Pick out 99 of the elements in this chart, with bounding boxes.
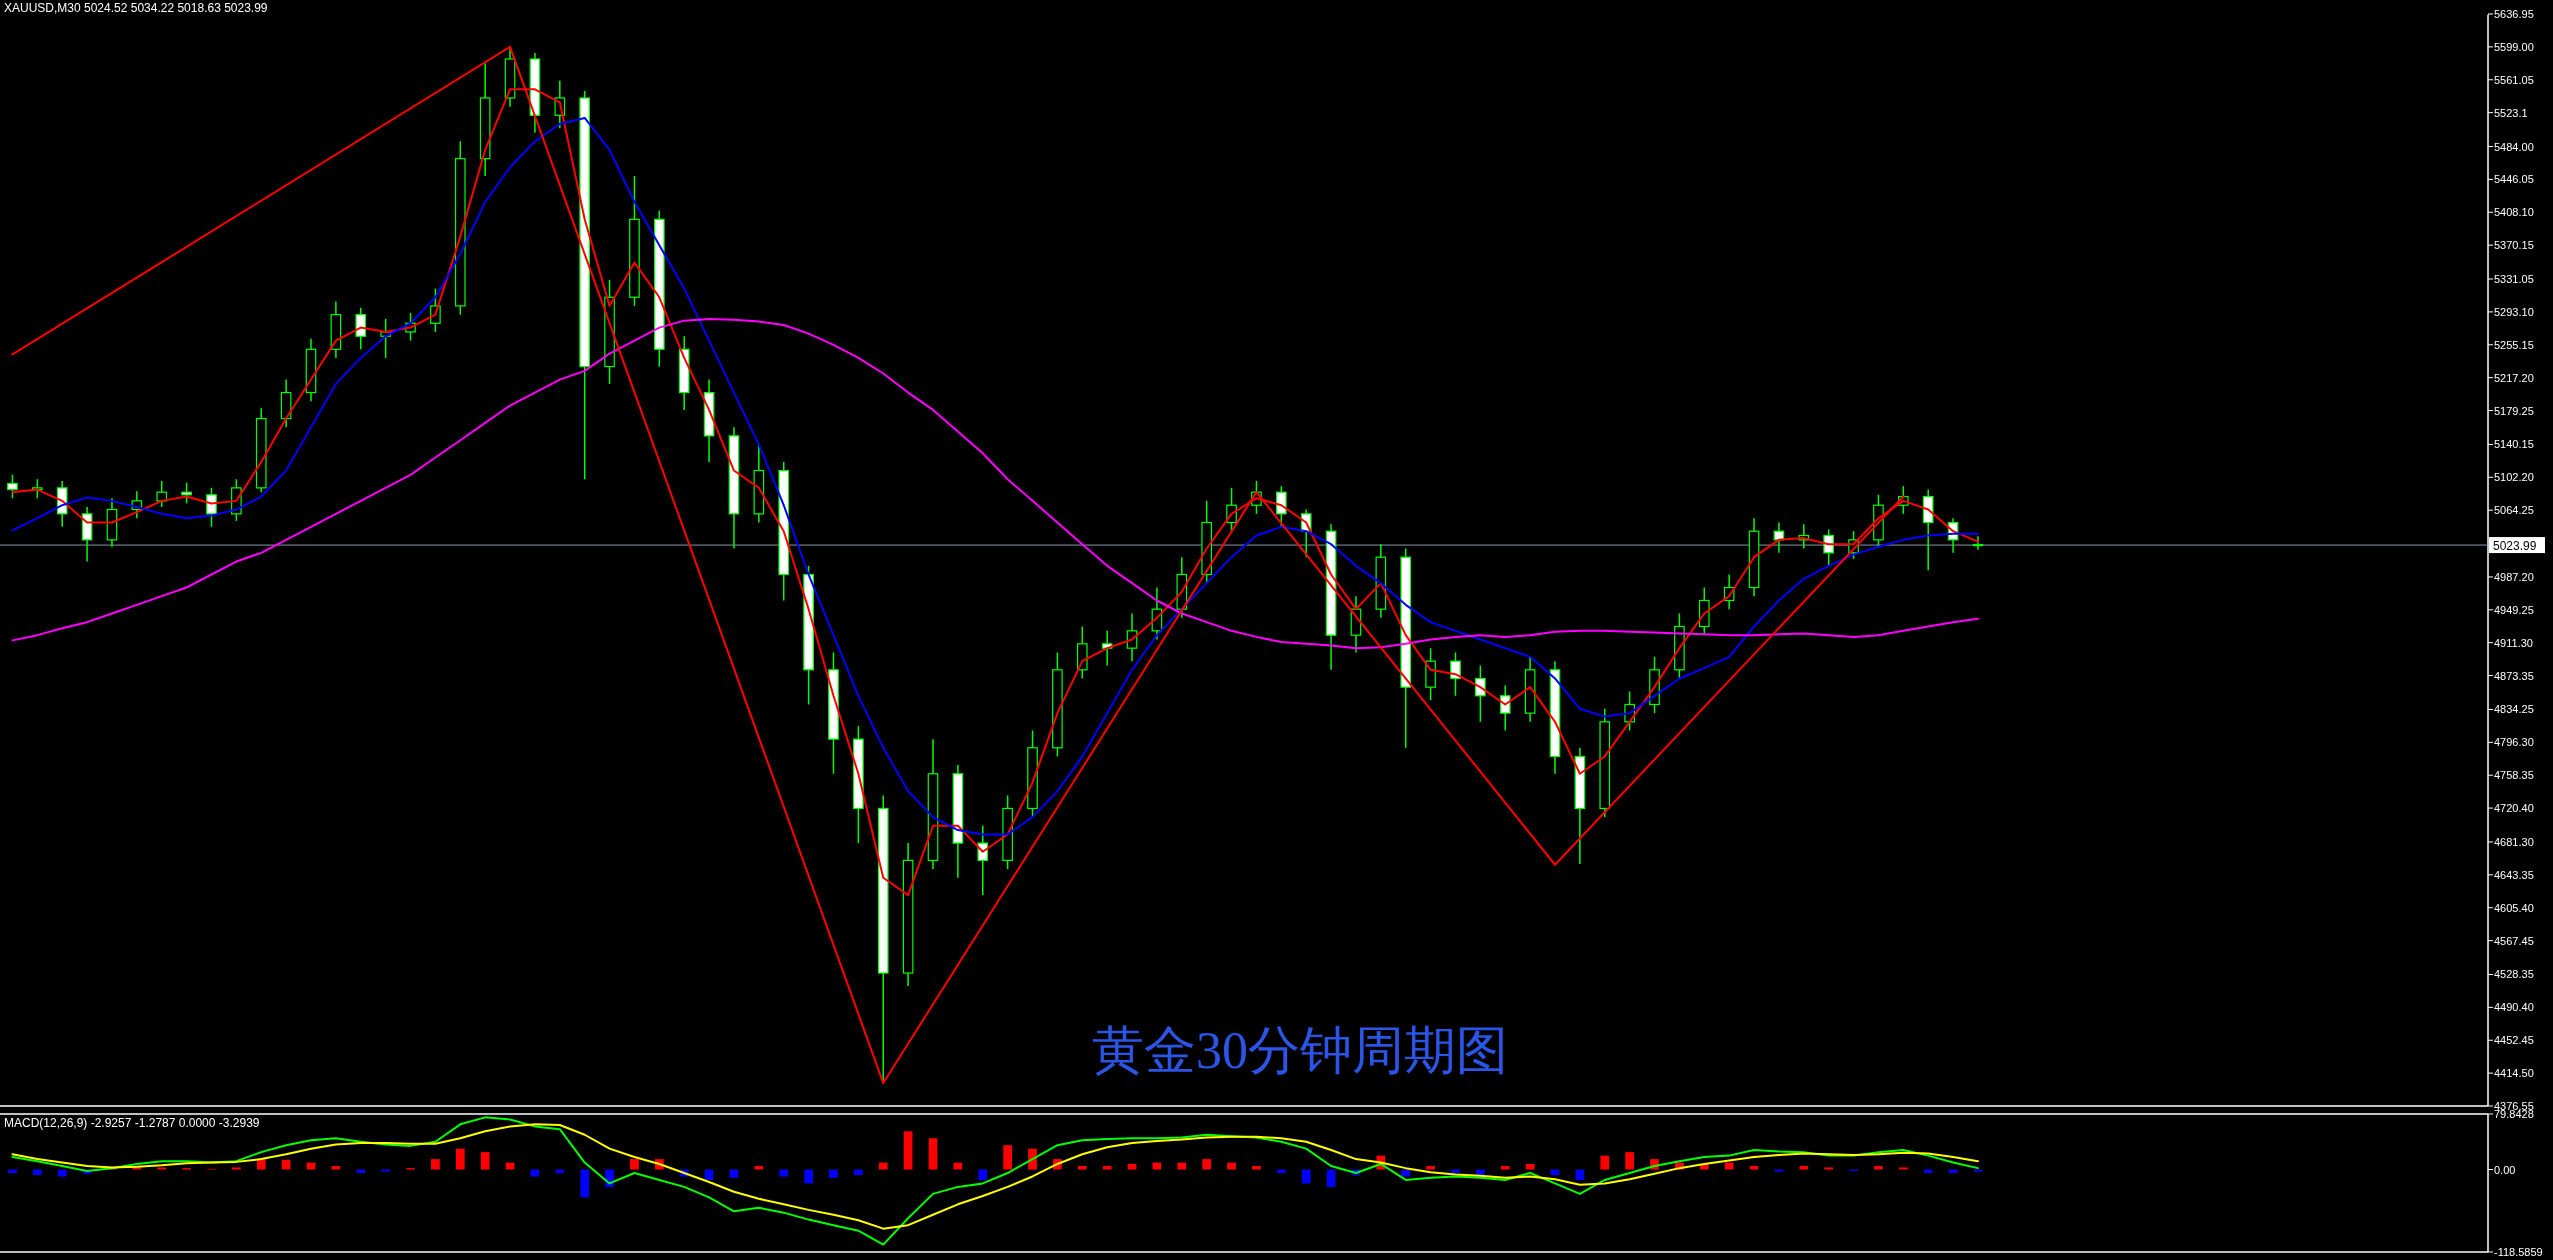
y-tick-label: 5408.10 (2494, 206, 2534, 219)
y-tick-label: 5636.95 (2494, 8, 2534, 20)
bar (1102, 1166, 1112, 1170)
candlestick (355, 306, 367, 350)
bar (331, 1166, 341, 1170)
bar (281, 1159, 291, 1170)
candlestick (156, 480, 168, 508)
y-tick-label: 4758.35 (2494, 769, 2534, 782)
y-tick-label: 4643.35 (2494, 868, 2534, 881)
y-tick-label: -118.5859 (2494, 1246, 2543, 1258)
bar (1252, 1166, 1261, 1170)
bar (1276, 1169, 1286, 1174)
y-tick-label: 0.00 (2494, 1163, 2516, 1176)
bar (1824, 1167, 1834, 1170)
ref-line-label: 5023.99 (2493, 539, 2537, 554)
chart-title: XAUUSD,M30 5024.52 5034.22 5018.63 5023.99 (4, 1, 268, 15)
y-tick-label: 4873.35 (2494, 669, 2534, 682)
y-tick-label: 4567.45 (2494, 934, 2534, 947)
bar (754, 1166, 764, 1170)
y-tick-label: 4452.45 (2494, 1034, 2534, 1047)
y-tick-label: 5179.25 (2494, 404, 2534, 417)
candlestick (7, 474, 18, 500)
bar (804, 1169, 813, 1184)
y-tick-label: 5331.05 (2494, 273, 2534, 286)
bar (1451, 1169, 1460, 1174)
bar (1923, 1169, 1933, 1174)
chart-title: MACD(12,26,9) -2.9257 -1.2787 0.0000 -3.2939 (4, 1116, 260, 1130)
bar (256, 1159, 266, 1170)
bar (1177, 1162, 1187, 1170)
y-tick-label: 5523.1 (2494, 106, 2528, 119)
bar (505, 1162, 515, 1170)
y-tick-label: 5370.15 (2494, 239, 2534, 252)
bar (431, 1159, 440, 1170)
y-tick-label: 5446.05 (2494, 173, 2534, 186)
bar (8, 1169, 17, 1174)
bar (878, 1162, 888, 1170)
bar (978, 1169, 988, 1180)
bar (381, 1169, 390, 1172)
bar (1874, 1166, 1883, 1170)
bar (1749, 1166, 1759, 1170)
bar (455, 1148, 465, 1170)
y-tick-label: 4414.50 (2494, 1067, 2534, 1080)
y-tick-label: 5293.10 (2494, 305, 2534, 318)
bar (1127, 1163, 1137, 1170)
candlestick (977, 825, 989, 896)
y-tick-label: 4720.40 (2494, 802, 2534, 815)
bar (928, 1138, 938, 1170)
y-tick-label: 4605.40 (2494, 901, 2534, 914)
candlestick (1275, 485, 1287, 528)
y-tick-label: 4490.40 (2494, 1001, 2534, 1014)
bar (829, 1169, 838, 1178)
candlestick (1823, 528, 1834, 567)
annotation: 黄金30分钟周期图 (1092, 1022, 1508, 1079)
candlestick (206, 487, 217, 528)
bar (854, 1169, 863, 1176)
bar (580, 1169, 590, 1198)
bar (1152, 1162, 1162, 1170)
bar (1525, 1163, 1535, 1170)
bar (480, 1152, 490, 1170)
y-tick-label: 5140.15 (2494, 438, 2534, 451)
bar (232, 1167, 241, 1170)
bar (1898, 1167, 1908, 1170)
y-tick-label: 4911.30 (2494, 636, 2533, 649)
bar (1077, 1166, 1087, 1170)
y-tick-label: 4528.35 (2494, 968, 2534, 981)
y-tick-label: 5561.05 (2494, 73, 2534, 86)
bar (32, 1169, 42, 1176)
y-tick-label: 5255.15 (2494, 338, 2534, 351)
y-tick-label: 5102.20 (2494, 471, 2534, 484)
y-tick-label: 4834.25 (2494, 703, 2534, 716)
bar (1724, 1162, 1734, 1170)
bar (306, 1162, 316, 1170)
candlestick (1972, 535, 1984, 551)
y-tick-label: 4681.30 (2494, 835, 2534, 848)
bar (1625, 1152, 1634, 1170)
bar (1799, 1166, 1809, 1170)
y-tick-label: 5217.20 (2494, 371, 2534, 384)
y-tick-label: 4987.20 (2494, 570, 2534, 583)
bar (1326, 1169, 1336, 1187)
y-tick-label: 5599.00 (2494, 40, 2534, 53)
bar (903, 1131, 913, 1170)
bar (1500, 1166, 1510, 1170)
bar (555, 1169, 565, 1174)
y-tick-label: 5484.00 (2494, 140, 2534, 153)
bar (630, 1159, 639, 1170)
y-tick-label: 4949.25 (2494, 603, 2534, 616)
y-tick-label: 4796.30 (2494, 736, 2534, 749)
bar (356, 1169, 366, 1174)
bar (1227, 1162, 1236, 1170)
bar (1426, 1166, 1435, 1170)
bar (1301, 1169, 1311, 1184)
bar (1600, 1155, 1610, 1170)
candlestick (1450, 651, 1461, 697)
y-tick-label: 5064.25 (2494, 504, 2534, 517)
bar (953, 1162, 963, 1170)
bar (1003, 1145, 1012, 1170)
bar (157, 1167, 167, 1170)
line-series (11, 317, 1979, 650)
bar (1202, 1159, 1212, 1170)
